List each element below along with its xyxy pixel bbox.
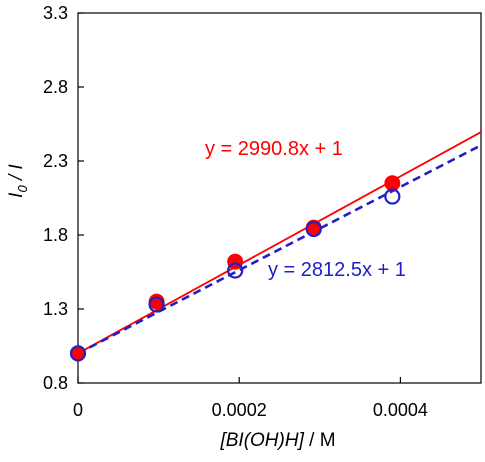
data-point-series-2 (69, 345, 87, 362)
x-axis-title: [BI(OH)H] / M (219, 430, 335, 451)
data-point-series-2 (148, 296, 165, 313)
fit-line-series-1 (77, 131, 482, 355)
y-tick-label: 2.8 (43, 77, 68, 97)
y-axis-title-i0: I (6, 192, 27, 198)
y-axis-title: I0 / I (6, 163, 30, 197)
axes: 0.8 1.3 1.8 2.3 2.8 3.3 0 0.0002 0.0004 (43, 3, 482, 420)
data-points (69, 175, 401, 362)
y-tick-label: 1.3 (43, 299, 68, 319)
equation-label-series-2: y = 2812.5x + 1 (268, 259, 406, 281)
y-axis-title-subscript: 0 (15, 185, 30, 193)
data-point-series-2 (227, 262, 244, 279)
equation-label-series-1: y = 2990.8x + 1 (205, 138, 343, 160)
y-tick-label: 0.8 (43, 373, 68, 393)
data-point-series-2 (305, 220, 322, 238)
y-axis-title-rest: / I (6, 163, 27, 185)
data-point-series-2 (384, 188, 401, 205)
x-tick-label: 0.0004 (373, 400, 428, 420)
y-tick-label: 3.3 (43, 3, 68, 23)
y-tick-label: 2.3 (43, 151, 68, 171)
x-tick-label: 0.0002 (212, 400, 267, 420)
plot-frame (77, 12, 482, 384)
fit-lines (77, 131, 482, 355)
x-axis-title-unit: / M (304, 430, 336, 451)
data-point-series-1 (384, 175, 401, 192)
x-tick-label: 0 (73, 400, 83, 420)
x-axis-title-italic: [BI(OH)H] (219, 430, 304, 451)
y-tick-label: 1.8 (43, 225, 68, 245)
fit-line-series-2 (77, 144, 482, 355)
